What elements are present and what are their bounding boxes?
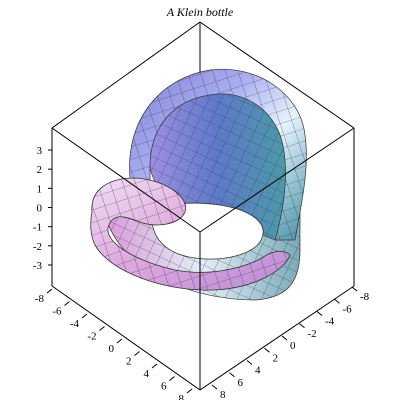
right-tick-mark xyxy=(335,299,340,303)
z-tick-label: 0 xyxy=(37,203,43,215)
right-tick-mark xyxy=(282,336,287,340)
z-axis: 3 2 1 0 -1 -2 -3 xyxy=(33,145,52,272)
left-tick-mark xyxy=(187,389,192,393)
right-tick-label: 8 xyxy=(220,389,226,400)
left-tick-mark xyxy=(100,327,105,331)
left-tick-label: -8 xyxy=(35,293,45,305)
klein-bottle-surface xyxy=(91,69,307,300)
right-tick-label: -6 xyxy=(343,303,353,315)
right-tick-label: -8 xyxy=(360,291,370,303)
right-tick-mark xyxy=(247,361,252,365)
left-tick-label: 0 xyxy=(109,343,115,355)
right-tick-label: 4 xyxy=(255,365,261,377)
left-tick-mark xyxy=(135,352,140,356)
right-tick-mark xyxy=(317,312,322,316)
right-tick-label: 6 xyxy=(238,377,244,389)
left-tick-label: 2 xyxy=(126,356,132,368)
right-tick-mark xyxy=(352,287,357,291)
right-tick-label: -2 xyxy=(308,328,317,340)
left-tick-label: 8 xyxy=(179,393,185,400)
z-tick-label: 1 xyxy=(37,183,43,195)
right-tick-label: 2 xyxy=(273,352,279,364)
z-tick-label: 3 xyxy=(37,145,43,157)
left-tick-mark xyxy=(152,364,157,368)
z-tick-label: 2 xyxy=(37,164,43,176)
right-tick-label: -4 xyxy=(325,316,335,328)
z-tick-label: -2 xyxy=(33,241,42,253)
left-tick-mark xyxy=(65,302,70,306)
right-tick-mark xyxy=(265,348,270,352)
left-tick-label: -4 xyxy=(70,318,80,330)
left-tick-label: 6 xyxy=(161,381,167,393)
z-tick-label: -1 xyxy=(33,222,42,234)
right-tick-label: 0 xyxy=(290,340,296,352)
right-tick-mark xyxy=(230,373,235,377)
left-tick-mark xyxy=(82,314,87,318)
plot-title: A Klein bottle xyxy=(0,5,400,20)
left-tick-mark xyxy=(117,339,122,343)
z-tick-label: -3 xyxy=(33,260,43,272)
left-tick-label: 4 xyxy=(144,368,150,380)
right-tick-mark xyxy=(300,324,305,328)
left-tick-mark xyxy=(47,289,52,293)
left-tick-label: -6 xyxy=(52,306,62,318)
left-tick-label: -2 xyxy=(87,331,96,343)
right-tick-mark xyxy=(212,385,217,389)
left-tick-mark xyxy=(170,377,175,381)
